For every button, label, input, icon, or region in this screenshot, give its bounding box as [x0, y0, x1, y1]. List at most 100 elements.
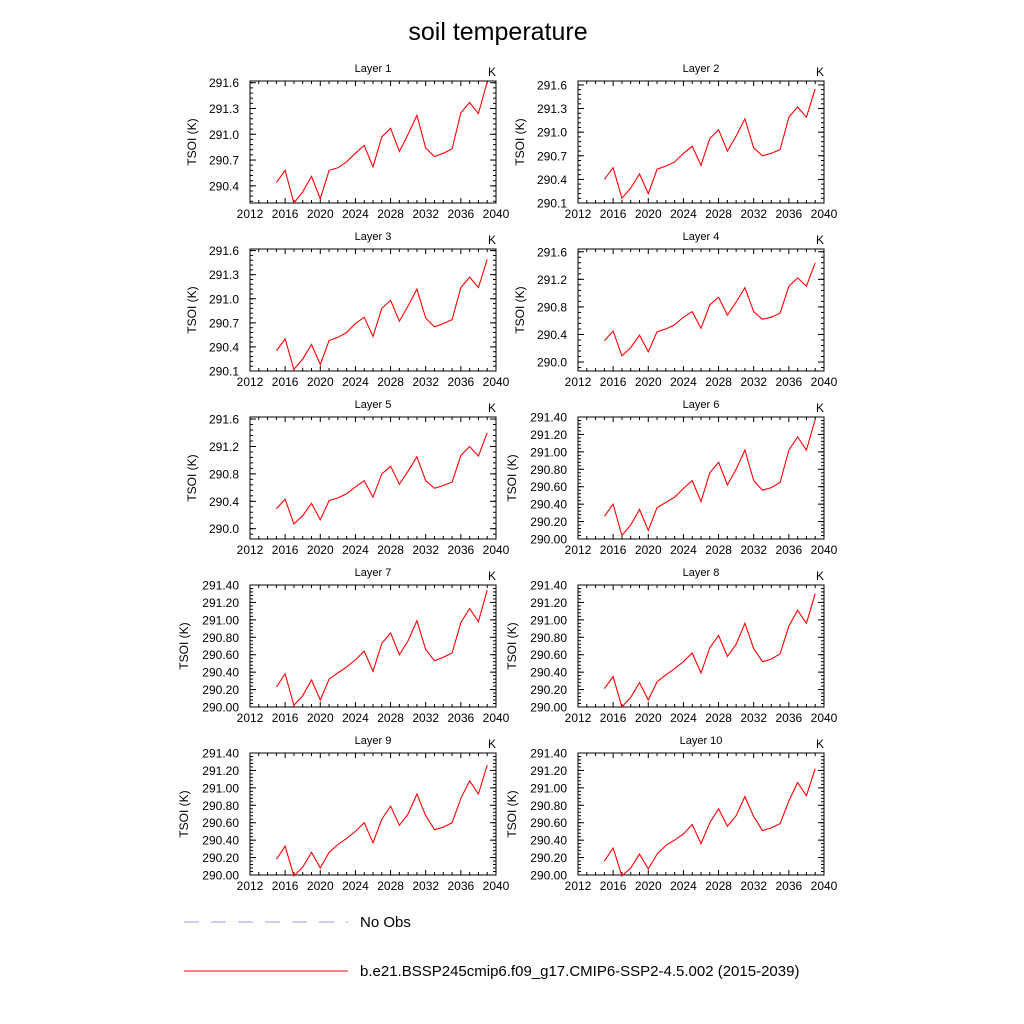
x-tick-label: 2020 [307, 879, 334, 893]
x-tick-label: 2036 [776, 207, 803, 221]
x-tick-label: 2032 [412, 375, 439, 389]
y-tick-label: 290.0 [537, 356, 567, 370]
unit-label: K [816, 737, 824, 751]
x-tick-label: 2024 [670, 879, 697, 893]
x-tick-label: 2040 [811, 879, 838, 893]
x-tick-label: 2036 [776, 711, 803, 725]
y-tick-label: 291.6 [209, 413, 239, 427]
y-tick-label: 291.00 [530, 445, 567, 459]
unit-label: K [816, 569, 824, 583]
y-tick-label: 291.40 [530, 411, 567, 425]
panel-layer-1: Layer 1 K TSOI (K) 2012 2016 2020 2024 2028 2032… [185, 63, 510, 221]
series-line-1 [603, 419, 816, 537]
plot-frame [249, 80, 497, 204]
x-tick-label: 2040 [811, 711, 838, 725]
panel-layer-9: Layer 9 K TSOI (K) 2012 2016 2020 2024 2028 2032… [177, 735, 510, 893]
plot-frame [249, 416, 497, 540]
x-tick-label: 2016 [272, 207, 299, 221]
panel-title: Layer 2 [683, 63, 720, 75]
plot-frame [249, 248, 497, 372]
y-axis-label: TSOI (K) [185, 118, 199, 165]
figure-title: soil temperature [408, 18, 587, 46]
y-tick-label: 290.20 [202, 851, 239, 865]
x-tick-label: 2028 [377, 543, 404, 557]
unit-label: K [488, 737, 496, 751]
x-tick-label: 2024 [670, 375, 697, 389]
y-tick-label: 290.00 [530, 869, 567, 883]
y-axis-label: TSOI (K) [505, 790, 519, 837]
y-tick-label: 291.20 [530, 596, 567, 610]
y-tick-label: 291.3 [537, 102, 567, 116]
y-tick-label: 290.60 [530, 648, 567, 662]
x-tick-label: 2040 [483, 711, 510, 725]
x-tick-label: 2024 [342, 711, 369, 725]
x-tick-label: 2024 [342, 375, 369, 389]
y-tick-label: 291.40 [202, 747, 239, 761]
x-tick-label: 2016 [272, 543, 299, 557]
panel-layer-8: Layer 8 K TSOI (K) 2012 2016 2020 2024 2028 2032… [505, 567, 838, 725]
x-tick-label: 2012 [565, 207, 592, 221]
x-tick-label: 2032 [412, 207, 439, 221]
x-tick-label: 2036 [448, 375, 475, 389]
y-tick-label: 290.40 [530, 498, 567, 512]
y-tick-label: 290.40 [202, 834, 239, 848]
y-tick-label: 291.6 [537, 245, 567, 259]
x-tick-label: 2020 [307, 375, 334, 389]
x-tick-label: 2024 [342, 207, 369, 221]
x-tick-label: 2020 [635, 207, 662, 221]
panel-layer-10: Layer 10 K TSOI (K) 2012 2016 2020 2024 2028 203… [505, 735, 838, 893]
unit-label: K [488, 65, 496, 79]
x-tick-label: 2012 [237, 543, 264, 557]
y-tick-label: 290.80 [202, 799, 239, 813]
y-tick-label: 290.4 [209, 179, 239, 193]
x-tick-label: 2012 [237, 879, 264, 893]
y-tick-label: 291.0 [209, 128, 239, 142]
x-tick-label: 2020 [635, 711, 662, 725]
y-tick-label: 290.60 [530, 480, 567, 494]
x-tick-label: 2016 [600, 543, 627, 557]
y-tick-label: 290.20 [530, 851, 567, 865]
y-tick-label: 290.20 [202, 683, 239, 697]
x-tick-label: 2020 [635, 375, 662, 389]
y-tick-label: 290.40 [530, 834, 567, 848]
x-tick-label: 2040 [483, 207, 510, 221]
x-tick-label: 2028 [705, 543, 732, 557]
plot-frame [249, 752, 497, 876]
y-tick-label: 290.20 [530, 683, 567, 697]
y-tick-label: 290.1 [209, 365, 239, 379]
x-tick-label: 2032 [740, 879, 767, 893]
x-tick-label: 2036 [448, 543, 475, 557]
x-tick-label: 2012 [237, 711, 264, 725]
x-tick-label: 2028 [377, 879, 404, 893]
y-tick-label: 290.1 [537, 197, 567, 211]
panel-layer-7: Layer 7 K TSOI (K) 2012 2016 2020 2024 2028 2032… [177, 567, 510, 725]
x-tick-label: 2012 [237, 375, 264, 389]
x-tick-label: 2040 [483, 543, 510, 557]
y-tick-label: 291.20 [202, 596, 239, 610]
x-tick-label: 2032 [412, 879, 439, 893]
y-tick-label: 291.2 [537, 273, 567, 287]
x-tick-label: 2036 [776, 375, 803, 389]
x-tick-label: 2040 [811, 375, 838, 389]
x-tick-label: 2016 [600, 375, 627, 389]
unit-label: K [488, 233, 496, 247]
y-tick-label: 291.20 [202, 764, 239, 778]
y-tick-label: 290.4 [537, 328, 567, 342]
x-tick-label: 2016 [600, 711, 627, 725]
panel-layer-3: Layer 3 K TSOI (K) 2012 2016 2020 2024 2028 2032… [185, 231, 510, 389]
x-tick-label: 2016 [272, 879, 299, 893]
x-tick-label: 2032 [740, 207, 767, 221]
x-tick-label: 2012 [565, 711, 592, 725]
x-tick-label: 2032 [412, 711, 439, 725]
x-tick-label: 2016 [600, 879, 627, 893]
y-tick-label: 290.00 [202, 701, 239, 715]
y-axis-label: TSOI (K) [513, 286, 527, 333]
legend: No Obs b.e21.BSSP245cmip6.f09_g17.CMIP6-… [184, 914, 799, 980]
unit-label: K [816, 233, 824, 247]
x-tick-label: 2028 [705, 207, 732, 221]
x-tick-label: 2024 [670, 207, 697, 221]
y-tick-label: 290.0 [209, 522, 239, 536]
y-tick-label: 291.3 [209, 268, 239, 282]
x-tick-label: 2032 [740, 543, 767, 557]
panels-grid: Layer 1 K TSOI (K) 2012 2016 2020 2024 2028 2032… [177, 63, 838, 893]
